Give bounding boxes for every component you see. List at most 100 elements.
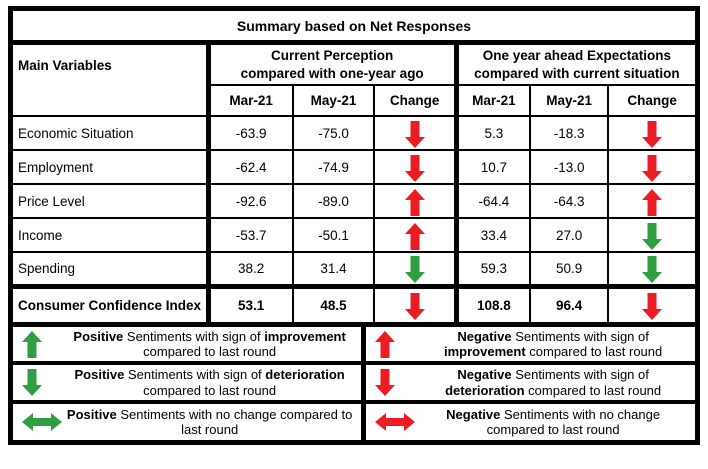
- legend-label: Negative Sentiments with sign of improve…: [444, 329, 663, 360]
- table-row: Spending 38.2 31.4 59.3 50.9: [11, 251, 696, 287]
- row-label: Economic Situation: [11, 115, 211, 151]
- cell-current-mar21: 53.1: [207, 283, 294, 323]
- arrow-up-icon: [22, 330, 42, 358]
- cell-current-may21: -89.0: [291, 183, 376, 219]
- arrow-down-icon: [642, 255, 663, 283]
- col-header-expectation-mar21: Mar-21: [455, 84, 531, 117]
- legend-arrow: [375, 330, 415, 358]
- legend-label: Negative Sentiments with no change compa…: [446, 406, 661, 437]
- arrow-down-icon: [375, 369, 396, 397]
- cell-expectation-change: [607, 183, 696, 219]
- cell-current-may21: -75.0: [291, 115, 376, 151]
- cell-expectation-mar21: 59.3: [455, 251, 531, 287]
- legend-item: Positive Sentiments with sign of deterio…: [13, 365, 367, 404]
- table-row: Income -53.7 -50.1 33.4 27.0: [11, 217, 696, 253]
- cell-expectation-may21: 27.0: [528, 217, 610, 253]
- table-row: Economic Situation -63.9 -75.0 5.3 -18.3: [11, 115, 696, 151]
- row-label: Price Level: [11, 183, 211, 219]
- arrow-down-icon: [404, 154, 425, 182]
- main-variables-header: Main Variables: [11, 44, 211, 117]
- arrow-down-icon: [404, 120, 425, 148]
- cell-current-change: [373, 149, 459, 185]
- cell-expectation-mar21: 5.3: [455, 115, 531, 151]
- cell-expectation-may21: 96.4: [528, 283, 610, 323]
- cell-expectation-change: [607, 251, 696, 287]
- summary-table: Summary based on Net Responses Main Vari…: [8, 6, 700, 445]
- cell-current-may21: -50.1: [291, 217, 376, 253]
- table-row: Employment -62.4 -74.9 10.7 -13.0: [11, 149, 696, 185]
- cell-expectation-change: [607, 115, 696, 151]
- cell-expectation-may21: -13.0: [528, 149, 610, 185]
- table-row: Consumer Confidence Index 53.1 48.5 108.8 96…: [11, 283, 696, 323]
- arrow-up-icon: [404, 188, 425, 216]
- group-header-line: compared with one-year ago: [240, 65, 424, 81]
- cell-current-may21: -74.9: [291, 149, 376, 185]
- arrow-down-icon: [404, 292, 425, 320]
- cell-current-may21: 31.4: [291, 251, 376, 287]
- arrow-leftright-icon: [375, 412, 416, 431]
- cell-current-change: [373, 217, 459, 253]
- group-header-expectations: One year ahead Expectations compared wit…: [455, 44, 696, 86]
- cell-current-may21: 48.5: [291, 283, 376, 323]
- cell-current-change: [373, 251, 459, 287]
- legend: Positive Sentiments with sign of improve…: [13, 322, 695, 440]
- arrow-down-icon: [22, 369, 42, 397]
- cell-expectation-may21: -18.3: [528, 115, 610, 151]
- legend-label: Negative Sentiments with sign of deterio…: [445, 367, 662, 398]
- cell-current-mar21: 38.2: [207, 251, 294, 287]
- arrow-down-icon: [642, 292, 663, 320]
- cell-expectation-may21: 50.9: [528, 251, 610, 287]
- legend-item: Positive Sentiments with sign of improve…: [13, 327, 367, 366]
- legend-arrow: [375, 412, 416, 432]
- legend-item: Negative Sentiments with sign of deterio…: [366, 365, 695, 404]
- cell-current-change: [373, 283, 459, 323]
- legend-label: Positive Sentiments with sign of improve…: [73, 329, 346, 360]
- group-header-line: compared with current situation: [474, 65, 680, 81]
- cell-expectation-mar21: 10.7: [455, 149, 531, 185]
- group-header-line: One year ahead Expectations: [482, 48, 672, 64]
- legend-label: Positive Sentiments with sign of deterio…: [74, 367, 345, 398]
- row-label: Employment: [11, 149, 211, 185]
- cell-current-mar21: -63.9: [207, 115, 294, 151]
- cell-expectation-change: [607, 217, 696, 253]
- row-label: Consumer Confidence Index: [11, 283, 211, 323]
- cell-current-change: [373, 183, 459, 219]
- table-title: Summary based on Net Responses: [13, 11, 695, 45]
- arrow-down-icon: [642, 154, 663, 182]
- cell-expectation-change: [607, 283, 696, 323]
- legend-arrow: [22, 412, 62, 432]
- arrow-up-icon: [642, 188, 663, 216]
- cell-expectation-mar21: 33.4: [455, 217, 531, 253]
- table-row: Price Level -92.6 -89.0 -64.4 -64.3: [11, 183, 696, 219]
- col-header-expectation-change: Change: [607, 84, 696, 117]
- group-header-line: Current Perception: [271, 48, 394, 64]
- legend-arrow: [22, 369, 62, 397]
- legend-item: Negative Sentiments with no change compa…: [366, 404, 695, 440]
- cell-expectation-may21: -64.3: [528, 183, 610, 219]
- col-header-current-may21: May-21: [291, 84, 376, 117]
- table-body: Economic Situation -63.9 -75.0 5.3 -18.3 Empl…: [11, 115, 696, 323]
- legend-arrow: [22, 330, 62, 358]
- cell-current-mar21: -62.4: [207, 149, 294, 185]
- arrow-down-icon: [642, 222, 663, 250]
- data-table: Main Variables Current Perception compar…: [11, 44, 696, 323]
- group-header-current-perception: Current Perception compared with one-yea…: [207, 44, 459, 86]
- cell-expectation-mar21: 108.8: [455, 283, 531, 323]
- legend-arrow: [375, 369, 415, 397]
- legend-item: Positive Sentiments with no change compa…: [13, 403, 367, 440]
- row-label: Income: [11, 217, 211, 253]
- legend-label: Positive Sentiments with no change compa…: [66, 406, 353, 437]
- arrow-down-icon: [404, 255, 425, 283]
- arrow-down-icon: [642, 120, 663, 148]
- row-label: Spending: [11, 251, 211, 287]
- legend-item: Negative Sentiments with sign of improve…: [366, 327, 695, 366]
- cell-current-mar21: -53.7: [207, 217, 294, 253]
- arrow-leftright-icon: [22, 412, 62, 431]
- col-header-current-change: Change: [373, 84, 459, 117]
- arrow-up-icon: [375, 330, 396, 358]
- cell-current-mar21: -92.6: [207, 183, 294, 219]
- cell-expectation-change: [607, 149, 696, 185]
- arrow-up-icon: [404, 222, 425, 250]
- col-header-expectation-may21: May-21: [528, 84, 610, 117]
- cell-current-change: [373, 115, 459, 151]
